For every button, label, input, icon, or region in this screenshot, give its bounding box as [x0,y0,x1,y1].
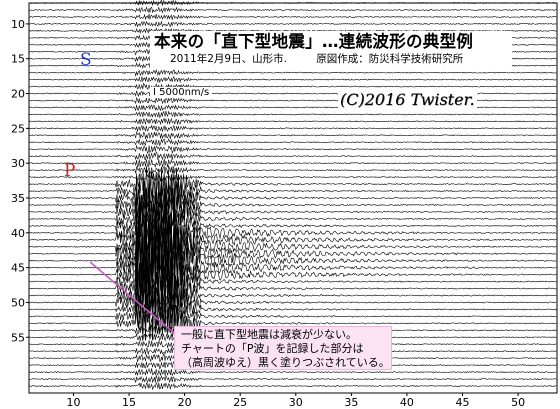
trace-line [28,90,557,97]
y-tick-label: 35 [11,192,25,205]
chart-title: 本来の「直下型地震」…連続波形の典型例 [154,32,474,51]
y-tick-label: 20 [11,88,25,101]
trace-line [28,124,557,132]
chart-subtitle: 2011年2月9日、山形市. 原図作成：防災科学技術研究所 [170,51,463,66]
trace-line [28,138,557,147]
trace-line [28,203,557,264]
trace-line [28,144,557,154]
y-tick-label: 10 [11,18,25,31]
x-tick-label: 30 [289,396,303,409]
trace-line [28,104,557,112]
trace-line [28,289,557,331]
trace-line [28,374,557,384]
annotation-pointer [89,261,175,334]
y-tick-label: 55 [11,331,25,344]
trace-line [28,178,557,218]
trace-line [28,235,557,298]
annotation-line-2: チャートの「P波」を記録した部分は [181,342,364,355]
trace-line [28,117,557,126]
trace-line [28,165,557,201]
annotation-line-1: 一般に直下型地震は減衰が少ない。 [181,328,357,341]
subtitle-source: 原図作成：防災科学技術研究所 [316,53,464,65]
trace-line [28,254,557,306]
y-tick-label: 15 [11,53,25,66]
trace-line [28,97,557,105]
trace-line [28,13,557,20]
trace-line [28,82,557,91]
trace-line [28,165,557,176]
axis-ticks: 10 15 20 25 30 35 40 45 50 55 10 15 20 25 30 35 40 45 50 [11,18,525,409]
trace-line [28,281,557,324]
trace-line [28,110,557,119]
trace-line [28,216,557,273]
amplitude-scale-label: I 5000nm/s [150,87,213,98]
trace-line [28,170,557,211]
trace-line [28,6,557,14]
annotation-line-3: （高周波ゆえ）黒く塗りつぶされている。 [181,356,390,369]
x-tick-label: 20 [178,396,192,409]
y-tick-label: 25 [11,122,25,135]
trace-line [28,271,557,319]
x-tick-label: 45 [456,396,470,409]
trace-line [28,368,557,377]
x-tick-label: 35 [344,396,358,409]
y-tick-label: 50 [11,296,25,309]
trace-line [28,298,557,336]
y-tick-label: 45 [11,262,25,275]
trace-line [28,226,557,297]
trace-line [28,68,557,77]
trace-line [28,151,557,161]
y-tick-label: 40 [11,227,25,240]
subtitle-date: 2011年2月9日、山形市. [170,53,287,65]
p-wave-label: P [64,161,76,181]
trace-line [28,200,557,255]
trace-line [28,131,557,140]
trace-line [28,263,557,316]
trace-line [28,304,557,341]
trace-line [28,193,557,243]
s-wave-label: S [80,50,92,70]
x-tick-label: 40 [400,396,414,409]
trace-line [28,214,557,280]
x-tick-label: 50 [511,396,525,409]
trace-line [28,173,557,183]
x-tick-label: 15 [122,396,136,409]
y-tick-label: 30 [11,157,25,170]
trace-line [28,159,557,168]
plot-frame [28,2,558,394]
trace-line [28,190,557,235]
trace-line [28,27,557,35]
trace-line [28,181,557,228]
x-tick-label: 10 [66,396,80,409]
annotation-note: 一般に直下型地震は減衰が少ない。 チャートの「P波」を記録した部分は （高周波ゆ… [174,326,392,370]
x-tick-label: 25 [233,396,247,409]
trace-line [28,76,557,84]
trace-line [28,20,557,28]
trace-line [28,218,557,292]
trace-line [28,381,557,391]
trace-line [28,248,557,305]
title-box: 本来の「直下型地震」…連続波形の典型例 2011年2月9日、山形市. 原図作成：… [150,31,512,69]
copyright-watermark: (C)2016 Twister. [338,90,477,109]
